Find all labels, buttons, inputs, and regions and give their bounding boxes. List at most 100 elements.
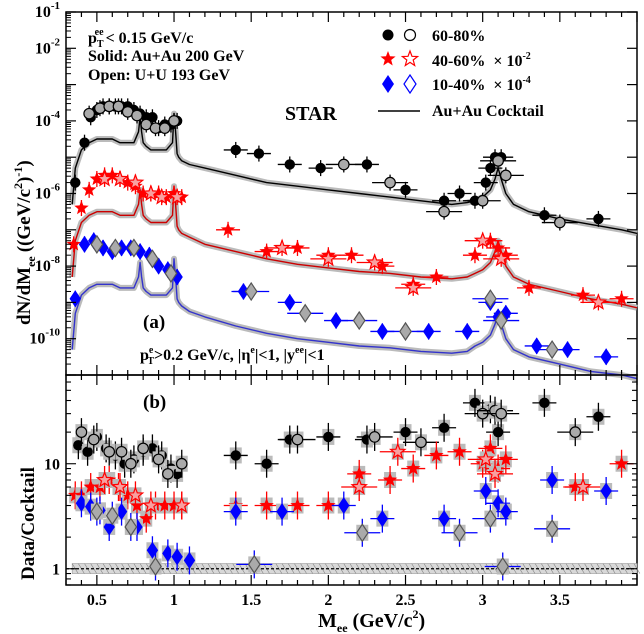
unity-band-hatch [466, 563, 474, 574]
ratio-point [75, 494, 88, 512]
ratio-point [498, 451, 514, 466]
ratio-point [120, 487, 135, 502]
unity-band-hatch [565, 563, 573, 574]
data-point [476, 194, 489, 207]
legend-marker-60-80-solid [382, 29, 394, 41]
data-point [467, 247, 483, 262]
data-point [151, 185, 166, 200]
data-point [147, 112, 158, 123]
kinematic-cut-label: pe T>0.2 GeV/c, |ηe|<1, |yee|<1 [140, 345, 325, 367]
legend-marker-40-60-solid [380, 51, 396, 66]
ratio-point [438, 422, 450, 434]
unity-band-hatch [541, 563, 548, 574]
data-point [593, 213, 604, 225]
legend-diamond-solid [382, 75, 394, 93]
ratio-point [321, 497, 336, 512]
ratio-point [568, 479, 583, 494]
ratio-point [388, 442, 407, 460]
unity-band-hatch [201, 563, 209, 574]
ratio-point [162, 468, 174, 480]
data-point [126, 173, 145, 191]
data-point [142, 184, 160, 201]
data-point [284, 159, 295, 170]
experiment-label: STAR [285, 103, 337, 125]
ratio-point [492, 426, 504, 438]
ratio-point [111, 477, 129, 495]
cut-label: pTee < 0.15 GeV/c [88, 27, 193, 50]
ratio-point [95, 470, 114, 488]
y-tick-label: 10-4 [35, 109, 61, 130]
y-tick-label: 10-1 [35, 0, 60, 21]
data-point [244, 281, 258, 302]
data-point [376, 322, 389, 340]
unity-band-hatch [176, 563, 184, 574]
ratio-point [124, 457, 137, 470]
data-point [164, 263, 178, 283]
data-point [375, 258, 390, 273]
data-point [90, 234, 104, 254]
unity-band-hatch [306, 563, 314, 574]
unity-band-hatch [312, 563, 320, 574]
ratio-point [400, 426, 411, 438]
ratio-point [183, 551, 196, 569]
ratio-point [469, 397, 481, 409]
ratio-point [147, 443, 158, 454]
data-point [319, 249, 338, 267]
open-label: Open: U+U 193 GeV [88, 67, 230, 84]
panel-a-y-ticks: 10-10 10-8 10-6 10-4 10-2 10-1 [29, 0, 637, 376]
ratio-point [600, 482, 612, 500]
y-tick-label: 10-6 [35, 182, 61, 203]
data-point [168, 115, 180, 127]
data-point [614, 291, 629, 305]
cocktail-line-1 [71, 185, 638, 309]
cut-label-sub: T [97, 39, 104, 50]
data-point [108, 238, 122, 258]
ratio-point [162, 544, 174, 562]
ratio-point [290, 497, 305, 512]
data-point [152, 257, 165, 275]
data-point [135, 185, 151, 200]
unity-band-hatch [96, 563, 104, 574]
x-tick-label: 1 [170, 592, 178, 609]
cocktail-line-0 [71, 112, 638, 235]
ratio-point [115, 445, 128, 458]
data-point [361, 159, 373, 170]
ratio-point [480, 482, 492, 500]
data-point [490, 240, 506, 255]
unity-band-hatch [411, 563, 418, 574]
data-point [146, 249, 159, 269]
ratio-point [368, 431, 381, 443]
unity-band-hatch [436, 563, 443, 574]
data-point [127, 238, 141, 258]
x-axis-label: Mee (GeV/c2) [318, 607, 425, 634]
unity-band-hatch [442, 563, 449, 574]
legend-star-open [400, 49, 420, 67]
unity-band-hatch [331, 563, 338, 574]
ratio-point [68, 487, 83, 502]
data-point [74, 200, 89, 215]
cut-label-sup: ee [95, 27, 104, 38]
data-point [530, 337, 543, 355]
data-point [94, 102, 106, 115]
data-point [400, 184, 411, 196]
ratio-point [157, 497, 172, 512]
data-point [78, 235, 91, 253]
cut-label-p: p [88, 30, 97, 47]
panel-b-label: (b) [143, 392, 166, 413]
panel-b: 1 10 0.5 1 1.5 2 2.5 3 3.5 (b) Data/Cocktail Me… [18, 374, 641, 634]
ratio-point [574, 477, 592, 495]
data-point [438, 205, 450, 218]
panel-b-y-ticks: 1 10 [44, 374, 637, 586]
data-point [473, 231, 492, 249]
panel-a-data-points [66, 98, 634, 366]
data-point [83, 107, 95, 120]
ratio-point [142, 496, 160, 514]
ratio-point [171, 548, 183, 566]
data-point [539, 210, 550, 221]
data-point [66, 236, 81, 251]
ratio-point [276, 503, 288, 521]
ratio-point [614, 456, 629, 470]
ratio-point [137, 442, 149, 455]
legend: 60-80% 40-60% × 10-2 10-40% × 10-4 Au+Au… [378, 28, 544, 120]
unity-band-hatch [207, 563, 215, 574]
